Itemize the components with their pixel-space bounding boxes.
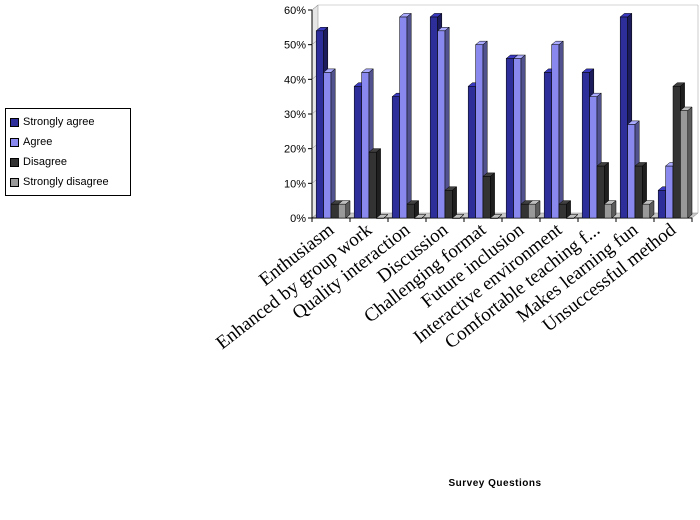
legend-swatch (10, 117, 19, 127)
bar-side (421, 214, 427, 219)
bar-front (551, 44, 560, 219)
bar (489, 214, 503, 219)
bar-front (437, 30, 446, 219)
x-axis-title: Survey Questions (448, 478, 541, 489)
legend-label: Disagree (23, 156, 68, 168)
chart-bars (315, 12, 693, 219)
bar (337, 200, 351, 219)
bar-side (687, 106, 693, 219)
y-tick-label: 60% (284, 5, 306, 17)
legend-item: Strongly agree (10, 112, 126, 132)
y-tick-label: 40% (284, 74, 306, 86)
y-tick-label: 10% (284, 178, 306, 190)
legend-swatch (10, 157, 19, 167)
bar-side (611, 200, 617, 219)
bar (558, 200, 572, 219)
bar-side (649, 200, 655, 219)
legend-label: Strongly agree (23, 116, 95, 128)
bar-front (330, 203, 339, 219)
bar-front (642, 203, 651, 219)
bar (398, 12, 412, 219)
bar (322, 68, 336, 219)
bar-side (497, 214, 503, 219)
bar (368, 148, 382, 219)
bar-side (459, 214, 465, 219)
bar-front (338, 203, 347, 219)
bar-side (535, 200, 541, 219)
bar-side (490, 172, 495, 219)
legend-item: Agree (10, 132, 126, 152)
bar (550, 40, 564, 219)
legend-label: Agree (23, 136, 53, 148)
y-tick-label: 30% (284, 109, 306, 121)
bar-side (376, 148, 381, 219)
bar-front (627, 124, 636, 219)
bar (482, 172, 496, 219)
bar-front (475, 44, 484, 219)
legend-label: Strongly disagree (23, 176, 109, 188)
bar-side (558, 40, 564, 219)
y-tick-label: 0% (290, 213, 306, 225)
legend-swatch (10, 177, 19, 187)
bar-front (528, 203, 537, 219)
bar-front (323, 72, 332, 219)
bar-front (619, 16, 628, 219)
bar-front (581, 72, 590, 219)
bar-side (406, 12, 412, 219)
bar (641, 200, 655, 219)
legend-item: Disagree (10, 152, 126, 172)
bar-front (513, 58, 522, 219)
y-tick-label: 20% (284, 144, 306, 156)
bar-front (672, 86, 681, 219)
bar-front (520, 203, 529, 219)
bar-front (429, 16, 438, 219)
bar-side (345, 200, 351, 219)
bar (603, 200, 617, 219)
y-tick-label: 50% (284, 40, 306, 52)
bar (527, 200, 541, 219)
bar-front (596, 165, 605, 219)
bar (512, 54, 526, 219)
bar-front (505, 58, 514, 219)
bar (565, 214, 579, 219)
bar-front (657, 190, 666, 219)
bar-front (482, 176, 491, 219)
bar-front (467, 86, 476, 219)
bar-side (330, 68, 336, 219)
bar-front (558, 203, 567, 219)
bar-front (406, 203, 415, 219)
bar-front (634, 165, 643, 219)
bar-front (399, 16, 408, 219)
bar-front (353, 86, 362, 219)
bar (679, 106, 693, 219)
bar-front (589, 96, 598, 219)
bar-front (391, 96, 400, 219)
legend-item: Strongly disagree (10, 172, 126, 192)
bar (444, 186, 458, 219)
bar (451, 214, 465, 219)
bar (413, 214, 427, 219)
bar-front (665, 165, 674, 219)
bar-side (520, 54, 526, 219)
bar-front (315, 30, 324, 219)
bar-side (573, 214, 579, 219)
chart-legend: Strongly agree Agree Disagree Strongly disa… (5, 108, 131, 196)
bar (375, 214, 389, 219)
bar-front (680, 110, 689, 219)
bar (406, 200, 420, 219)
category-label: Enhanced by group work (212, 219, 376, 354)
bar-front (361, 72, 370, 219)
bar-side (383, 214, 389, 219)
y-tick-depth (311, 4, 319, 11)
bar-front (444, 190, 453, 219)
bar-front (368, 151, 377, 219)
bar-front (604, 203, 613, 219)
legend-swatch (10, 137, 19, 147)
bar-front (543, 72, 552, 219)
bar-side (452, 186, 457, 219)
